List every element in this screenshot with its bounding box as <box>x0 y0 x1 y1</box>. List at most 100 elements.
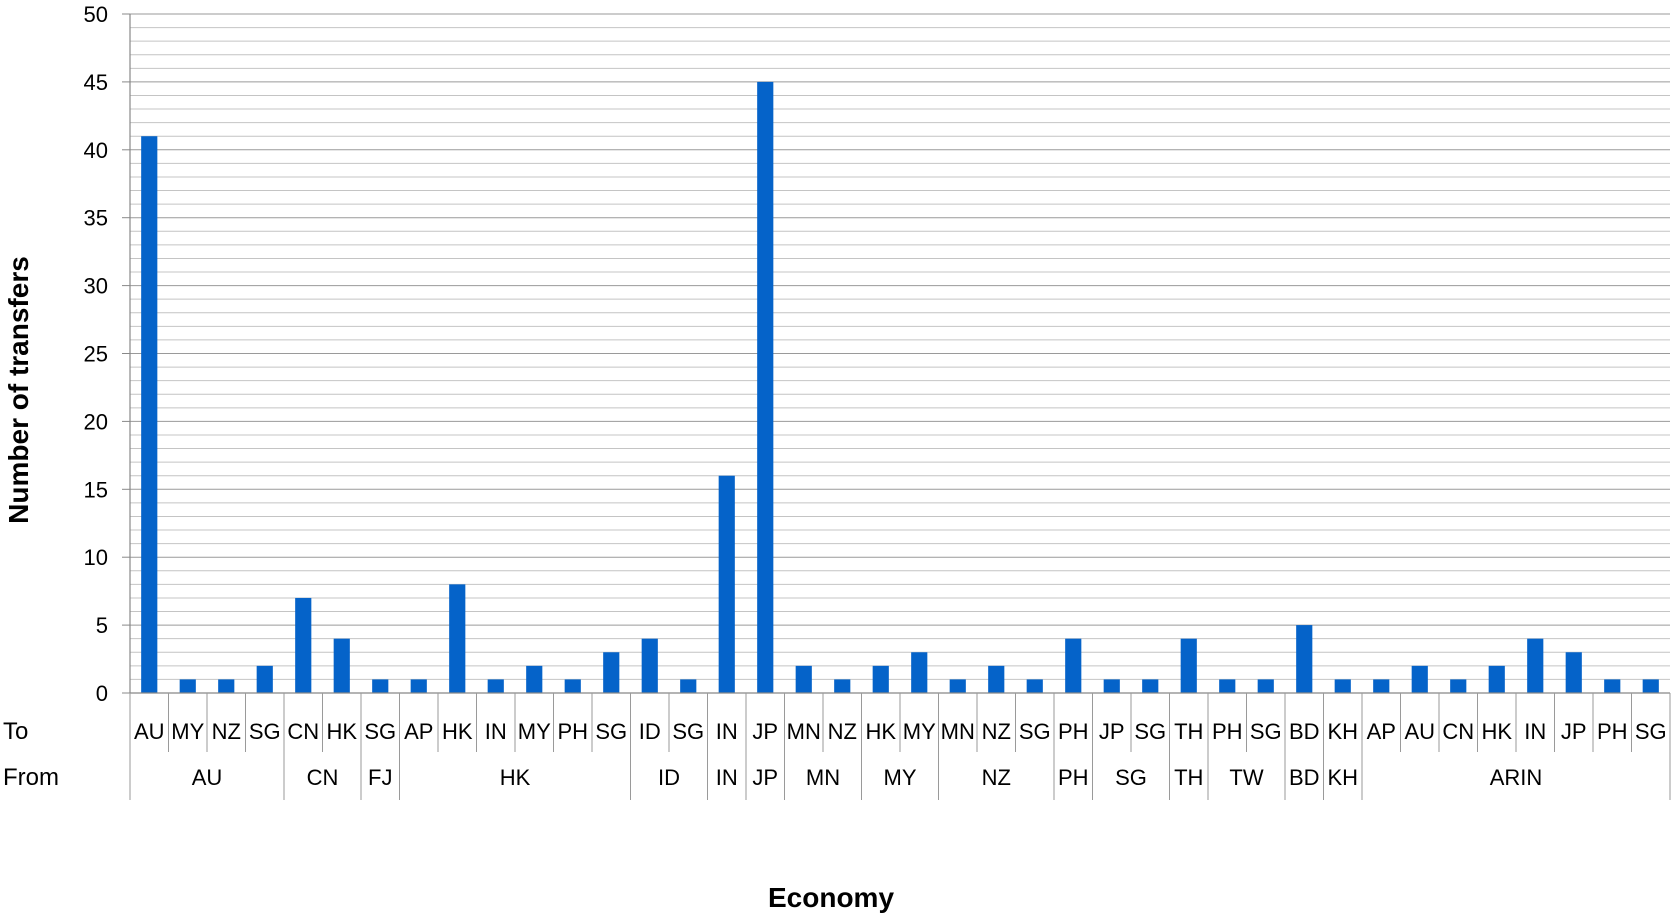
to-category-label: MY <box>903 719 936 744</box>
bar <box>1258 679 1274 693</box>
bar <box>411 679 427 693</box>
from-group-label: MN <box>806 765 840 790</box>
bar <box>1219 679 1235 693</box>
to-category-label: SG <box>249 719 281 744</box>
from-group-label: BD <box>1289 765 1320 790</box>
bar <box>372 679 388 693</box>
to-category-label: IN <box>716 719 738 744</box>
bar <box>141 136 157 693</box>
bar <box>1065 639 1081 693</box>
y-tick-label: 5 <box>96 613 108 638</box>
to-category-label: BD <box>1289 719 1320 744</box>
to-category-label: HK <box>1481 719 1512 744</box>
bar <box>1142 679 1158 693</box>
bar <box>1412 666 1428 693</box>
to-category-label: AP <box>404 719 433 744</box>
bars <box>141 82 1659 693</box>
y-tick-label: 10 <box>84 545 108 570</box>
to-category-label: MY <box>171 719 204 744</box>
bar <box>1489 666 1505 693</box>
to-category-label: MY <box>518 719 551 744</box>
to-category-label: HK <box>865 719 896 744</box>
y-tick-label: 35 <box>84 206 108 231</box>
bar <box>873 666 889 693</box>
bar <box>1027 679 1043 693</box>
to-category-label: AP <box>1367 719 1396 744</box>
bar <box>449 584 465 693</box>
from-group-label: ID <box>658 765 680 790</box>
y-tick-label: 15 <box>84 477 108 502</box>
to-category-label: TH <box>1174 719 1203 744</box>
to-category-label: AU <box>1404 719 1435 744</box>
bar <box>1566 652 1582 693</box>
to-category-label: CN <box>1442 719 1474 744</box>
bar <box>488 679 504 693</box>
to-category-label: CN <box>287 719 319 744</box>
row-label-to: To <box>3 718 28 745</box>
from-group-label: IN <box>716 765 738 790</box>
y-tick-label: 40 <box>84 138 108 163</box>
from-group-label: TW <box>1229 765 1263 790</box>
y-tick-label: 30 <box>84 274 108 299</box>
from-group-label: JP <box>752 765 778 790</box>
bar <box>642 639 658 693</box>
bar <box>1335 679 1351 693</box>
bar <box>1527 639 1543 693</box>
from-group-label: AU <box>192 765 223 790</box>
from-group-label: TH <box>1174 765 1203 790</box>
bar <box>1643 679 1659 693</box>
from-group-label: HK <box>500 765 531 790</box>
to-category-label: NZ <box>982 719 1011 744</box>
to-category-label: AU <box>134 719 165 744</box>
to-category-label: JP <box>752 719 778 744</box>
bar <box>834 679 850 693</box>
bar <box>719 476 735 693</box>
bar <box>334 639 350 693</box>
bar <box>1104 679 1120 693</box>
from-group-label: PH <box>1058 765 1089 790</box>
bar <box>796 666 812 693</box>
from-group-label: FJ <box>368 765 392 790</box>
to-category-label: SG <box>1019 719 1051 744</box>
y-axis-ticks: 0 5 10 15 20 25 30 35 40 45 50 <box>84 2 130 706</box>
bar <box>295 598 311 693</box>
gridlines <box>130 14 1670 693</box>
y-axis-title: Number of transfers <box>3 256 34 524</box>
to-category-label: HK <box>442 719 473 744</box>
bar <box>757 82 773 693</box>
bar <box>680 679 696 693</box>
bar <box>526 666 542 693</box>
row-label-from: From <box>3 764 59 791</box>
bar <box>257 666 273 693</box>
to-category-label: KH <box>1327 719 1358 744</box>
bar <box>1181 639 1197 693</box>
to-category-label: NZ <box>828 719 857 744</box>
bar <box>218 679 234 693</box>
x-axis-title: Economy <box>768 882 894 913</box>
from-group-label: KH <box>1327 765 1358 790</box>
to-category-label: JP <box>1099 719 1125 744</box>
to-category-label: PH <box>1058 719 1089 744</box>
bar <box>603 652 619 693</box>
to-category-label: NZ <box>212 719 241 744</box>
y-tick-label: 0 <box>96 681 108 706</box>
to-category-label: SG <box>1635 719 1667 744</box>
bar <box>911 652 927 693</box>
from-group-label: NZ <box>982 765 1011 790</box>
to-category-label: MN <box>941 719 975 744</box>
bar <box>1450 679 1466 693</box>
to-category-label: SG <box>1134 719 1166 744</box>
to-category-label: PH <box>557 719 588 744</box>
to-category-label: HK <box>326 719 357 744</box>
bar <box>950 679 966 693</box>
bar <box>988 666 1004 693</box>
from-group-label: SG <box>1115 765 1147 790</box>
from-group-label: ARIN <box>1490 765 1543 790</box>
to-category-label: PH <box>1597 719 1628 744</box>
to-category-label: ID <box>639 719 661 744</box>
x-axis-categories: AU MY NZ SG CN HK SG AP HK IN MY PH SG ID SG IN JP MN NZ HK… <box>130 693 1670 800</box>
y-tick-label: 45 <box>84 70 108 95</box>
to-category-label: SG <box>595 719 627 744</box>
bar <box>180 679 196 693</box>
